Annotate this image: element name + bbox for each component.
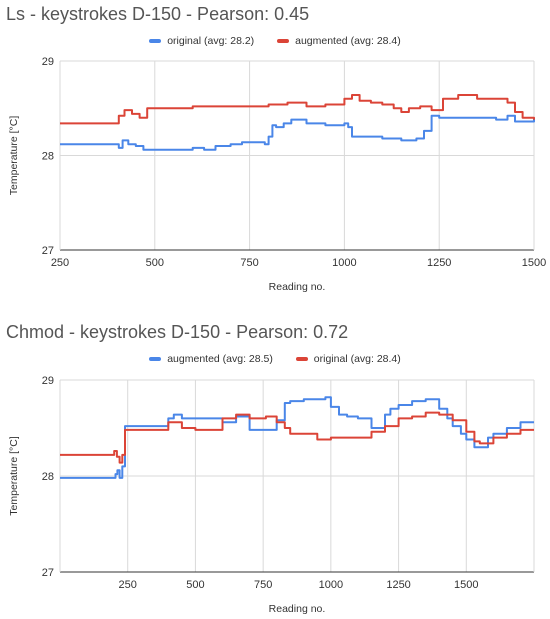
x-tick-label: 1250 [427, 257, 451, 269]
x-axis-title: Reading no. [269, 281, 326, 293]
series-line-2 [60, 411, 534, 464]
legend-item-series-2[interactable]: original (avg: 28.4) [295, 353, 401, 365]
chart-plot: 250 500 750 1000 1250 1500 27 28 29 Reading no. Te… [8, 56, 546, 293]
legend-label: original (avg: 28.2) [167, 35, 255, 47]
chart-ls: Ls - keystrokes D-150 - Pearson: 0.45 or… [0, 0, 550, 300]
legend-swatch [295, 357, 308, 361]
x-tick-label: 1000 [332, 257, 356, 269]
series-line-1 [60, 114, 535, 151]
chart-legend: augmented (avg: 28.5) original (avg: 28.… [0, 352, 550, 365]
legend-swatch [149, 357, 162, 361]
series-line-2 [60, 94, 535, 125]
legend-item-series-1[interactable]: original (avg: 28.2) [149, 35, 254, 47]
x-tick-label: 500 [186, 579, 204, 591]
chart-title: Ls - keystrokes D-150 - Pearson: 0.45 [6, 4, 310, 24]
chart-plot: 250 500 750 1000 1250 1500 27 28 29 Reading no. Te… [8, 375, 535, 615]
y-tick-label: 28 [42, 151, 54, 163]
y-tick-label: 28 [42, 471, 54, 483]
legend-item-series-2[interactable]: augmented (avg: 28.4) [277, 35, 401, 47]
x-tick-label: 750 [240, 257, 258, 269]
y-tick-label: 29 [42, 56, 54, 68]
y-tick-label: 27 [42, 567, 54, 579]
legend-label: original (avg: 28.4) [313, 353, 401, 365]
x-tick-label: 500 [146, 257, 164, 269]
x-axis-title: Reading no. [269, 603, 326, 615]
x-tick-label: 1500 [454, 579, 478, 591]
series-line-1 [60, 396, 534, 479]
y-tick-label: 29 [42, 375, 54, 387]
legend-swatch [149, 39, 162, 43]
y-axis-title: Temperature [°C] [8, 116, 20, 196]
x-tick-label: 250 [51, 257, 69, 269]
x-tick-label: 750 [254, 579, 272, 591]
chart-chmod: Chmod - keystrokes D-150 - Pearson: 0.72… [0, 318, 550, 619]
x-tick-label: 1250 [386, 579, 410, 591]
x-tick-label: 1000 [319, 579, 343, 591]
chart-title: Chmod - keystrokes D-150 - Pearson: 0.72 [6, 322, 349, 342]
legend-label: augmented (avg: 28.5) [167, 353, 273, 365]
legend-label: augmented (avg: 28.4) [295, 35, 401, 47]
chart-legend: original (avg: 28.2) augmented (avg: 28.… [0, 34, 550, 47]
legend-item-series-1[interactable]: augmented (avg: 28.5) [149, 353, 273, 365]
x-tick-label: 1500 [522, 257, 546, 269]
x-tick-label: 250 [119, 579, 137, 591]
y-axis-title: Temperature [°C] [8, 436, 20, 516]
legend-swatch [277, 39, 290, 43]
y-tick-label: 27 [42, 245, 54, 257]
